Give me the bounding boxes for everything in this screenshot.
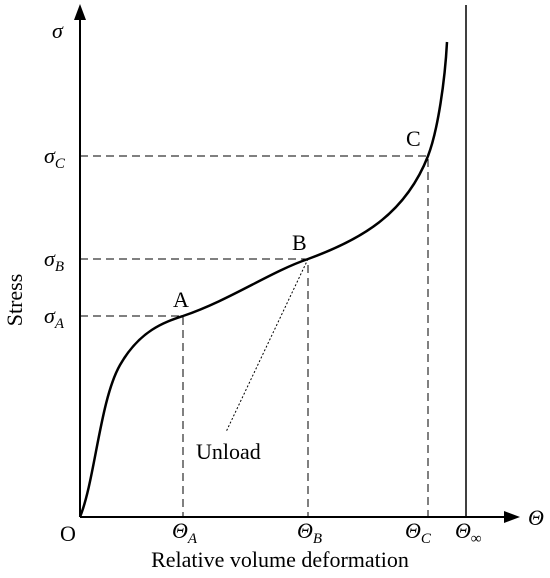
guide-a [80,315,184,517]
stress-curve [78,41,449,518]
y-arrow [74,4,86,20]
tick-subscript: ∞ [471,531,482,547]
tick-symbol: Θ [455,518,471,543]
tick-subscript: C [421,531,432,547]
origin-label: O [60,521,76,546]
tick-subscript: A [54,316,65,332]
tick-symbol: Θ [297,518,313,543]
point-label: C [406,126,421,151]
tick-symbol: σ [44,143,56,168]
annotation: Unload [196,439,261,464]
y-tick-label: σA [44,303,65,332]
y-tick-label: σC [44,143,66,172]
tick-subscript: B [313,531,322,547]
tick-subscript: A [187,531,198,547]
guide-c [80,155,429,517]
y-symbol: σ [52,18,64,43]
tick-subscript: B [55,259,64,275]
tick-symbol: σ [44,303,56,328]
y-tick-label: σB [44,246,64,275]
x-title: Relative volume deformation [151,547,409,572]
x-tick-label: ΘB [297,518,322,547]
x-symbol: Θ [528,505,544,530]
tick-symbol: Θ [172,518,188,543]
x-tick-label: ΘC [405,518,432,547]
x-arrow [504,511,520,523]
guide-b [80,258,309,517]
point-label: A [173,287,189,312]
x-tick-label: Θ∞ [455,518,482,547]
x-tick-label: ΘA [172,518,198,547]
unload-line [225,258,309,433]
point-label: B [292,230,307,255]
tick-subscript: C [55,156,66,172]
y-title: Stress [2,274,27,327]
tick-symbol: σ [44,246,56,271]
tick-symbol: Θ [405,518,421,543]
